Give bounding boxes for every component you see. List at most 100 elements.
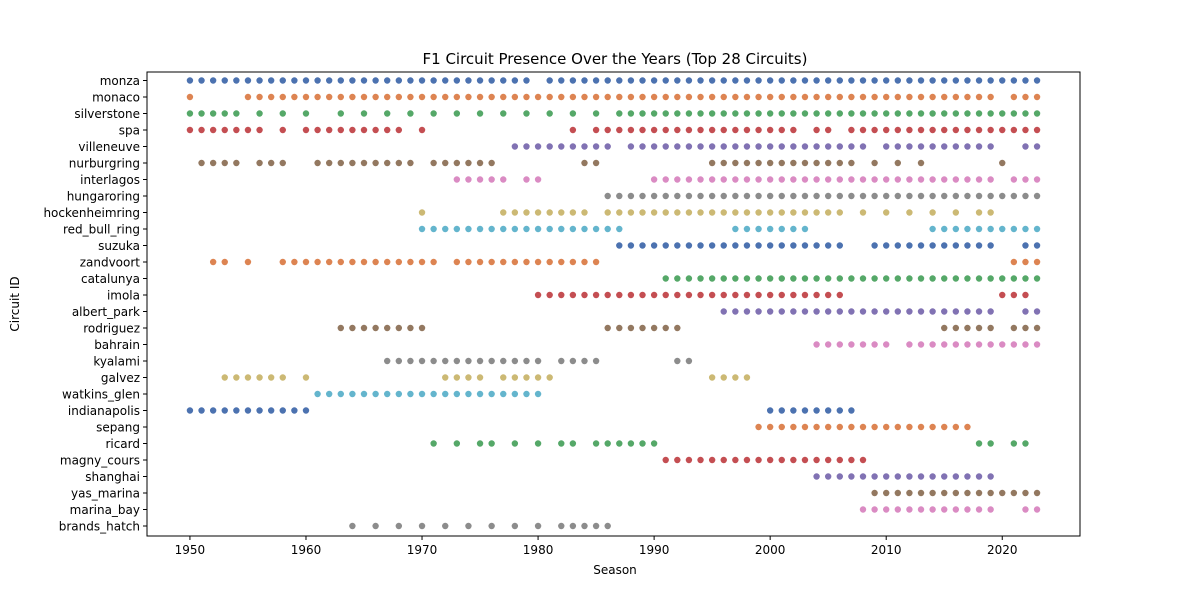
data-point [755, 291, 762, 299]
data-point [732, 456, 739, 464]
data-point [523, 110, 530, 117]
data-point [871, 341, 878, 348]
data-point [500, 176, 507, 183]
data-point [488, 390, 495, 398]
data-point [743, 93, 751, 101]
data-point [1033, 258, 1041, 266]
data-point [581, 258, 588, 266]
data-point [871, 473, 878, 480]
data-point [813, 143, 820, 150]
data-point [198, 407, 205, 414]
data-point [662, 291, 669, 299]
data-point [476, 440, 484, 447]
data-point [616, 242, 623, 249]
data-point [488, 176, 495, 183]
data-point [790, 456, 797, 464]
data-point [743, 308, 751, 315]
data-point [337, 390, 344, 398]
data-point [1010, 93, 1018, 101]
data-point [801, 192, 809, 200]
data-point [836, 308, 843, 315]
data-point [778, 209, 785, 216]
data-point [883, 275, 890, 282]
data-point [755, 93, 762, 101]
data-point [766, 126, 774, 134]
data-point [500, 374, 507, 381]
data-point [859, 275, 867, 282]
plot-frame [146, 71, 1081, 537]
data-point [999, 159, 1006, 167]
data-point [523, 209, 530, 216]
data-point [256, 110, 263, 117]
data-point [569, 258, 577, 266]
data-point [442, 374, 449, 381]
data-point [964, 242, 971, 249]
y-tick-label: indianapolis [68, 404, 140, 418]
data-point [685, 126, 693, 134]
data-point [314, 93, 321, 101]
data-point [801, 176, 809, 183]
data-point [766, 423, 774, 431]
data-point [929, 110, 936, 117]
data-point [314, 126, 321, 134]
data-point [859, 143, 867, 150]
data-point [198, 77, 205, 84]
data-point [952, 275, 960, 282]
data-point [500, 93, 507, 101]
data-point [198, 110, 205, 117]
data-point [1022, 324, 1029, 332]
data-point [952, 225, 960, 233]
data-point [952, 192, 960, 200]
data-point [697, 143, 704, 150]
data-point [941, 225, 948, 233]
data-point [790, 176, 797, 183]
data-point [778, 275, 785, 282]
data-point [941, 242, 948, 249]
data-point [592, 126, 600, 134]
data-point [604, 126, 611, 134]
data-point [778, 423, 785, 431]
data-point [836, 473, 843, 480]
data-point [279, 93, 286, 101]
data-point [975, 324, 983, 332]
data-point [233, 374, 240, 381]
data-point [627, 440, 635, 447]
data-point [848, 341, 855, 348]
data-point [407, 77, 414, 84]
data-point [616, 225, 623, 233]
data-point [859, 209, 867, 216]
data-point [824, 473, 832, 480]
data-point [442, 93, 449, 101]
data-point [476, 110, 484, 117]
data-point [221, 77, 228, 84]
data-point [384, 159, 391, 167]
data-point [546, 143, 553, 150]
data-point [685, 456, 693, 464]
data-point [975, 93, 983, 101]
data-point [964, 341, 971, 348]
data-point [302, 126, 310, 134]
data-point [337, 159, 344, 167]
data-point [198, 126, 205, 134]
data-point [824, 143, 832, 150]
data-point [639, 126, 646, 134]
data-point [778, 242, 785, 249]
data-point [906, 473, 913, 480]
data-point [476, 176, 484, 183]
data-point [1033, 176, 1041, 183]
data-point [824, 77, 832, 84]
data-point [883, 143, 890, 150]
data-point [627, 324, 635, 332]
data-point [337, 93, 344, 101]
data-point [813, 126, 820, 134]
data-point [442, 159, 449, 167]
data-point [546, 77, 553, 84]
data-point [314, 159, 321, 167]
data-point [488, 225, 495, 233]
data-point [476, 159, 484, 167]
data-point [732, 242, 739, 249]
data-point [766, 176, 774, 183]
data-point [987, 275, 994, 282]
data-point [836, 341, 843, 348]
data-point [384, 258, 391, 266]
